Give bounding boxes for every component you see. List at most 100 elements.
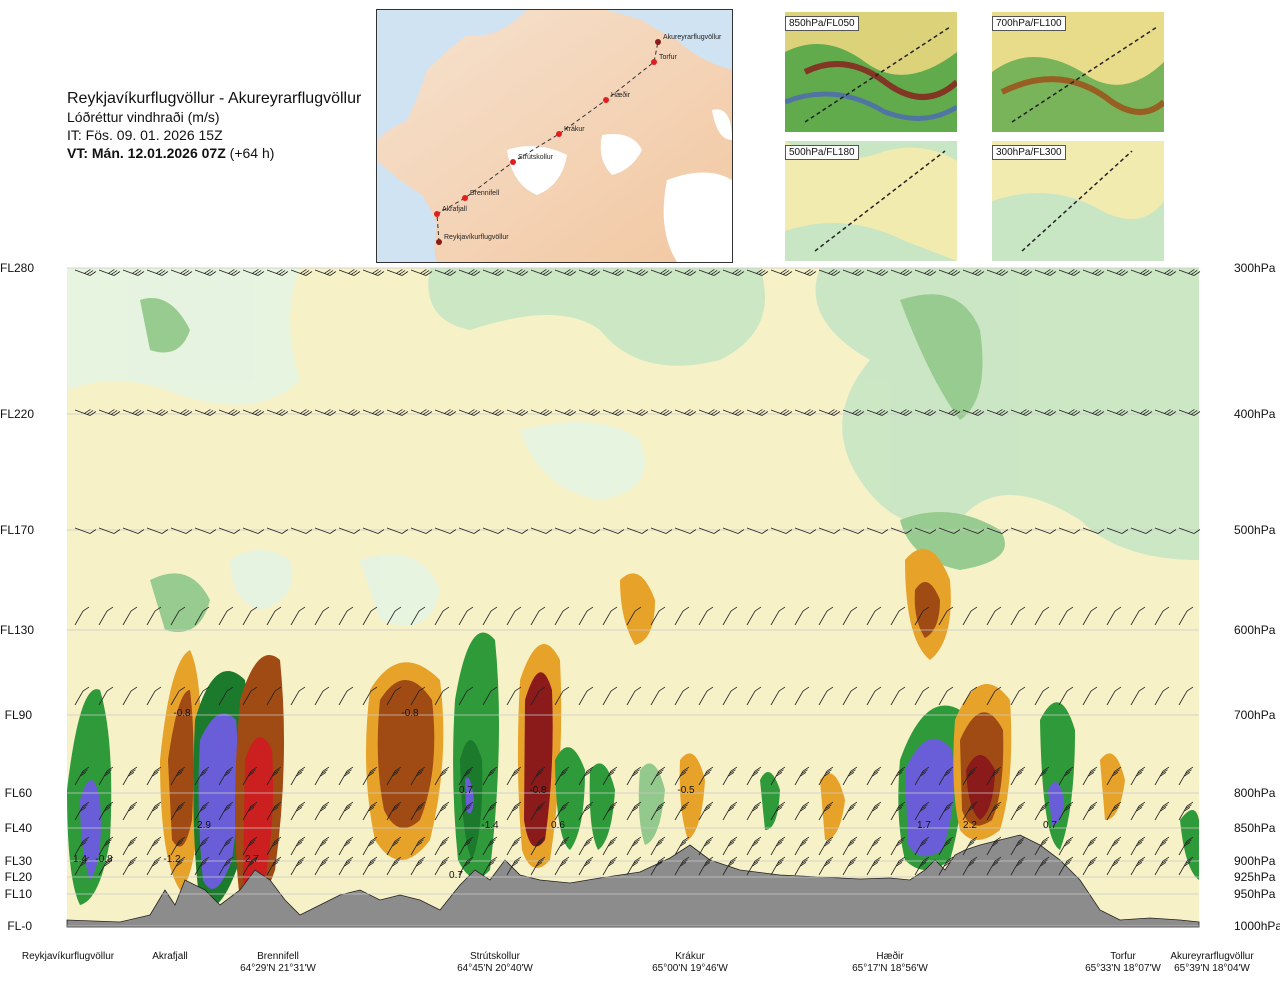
wind-barb [194, 766, 210, 786]
wind-barb [818, 856, 834, 876]
wind-barb [458, 409, 481, 416]
wind-barb [866, 856, 882, 876]
wind-barb [890, 409, 913, 416]
wind-barb [1154, 269, 1177, 276]
wind-barb [650, 801, 666, 821]
wind-barb [146, 836, 162, 856]
fl-tick-label: FL30 [4, 854, 32, 868]
wind-barb [842, 686, 858, 706]
wind-barb [650, 527, 673, 534]
wind-barb [1130, 836, 1146, 856]
wind-barb [1082, 686, 1098, 706]
hpa-tick-label: 950hPa [1234, 887, 1276, 901]
init-time: IT: Fös. 09. 01. 2026 15Z [67, 127, 223, 143]
wind-barb [1106, 836, 1122, 856]
wind-barb [98, 856, 114, 876]
wind-barb [242, 836, 258, 856]
route-title: Reykjavíkurflugvöllur - Akureyrarflugvöl… [67, 90, 362, 107]
wind-barb [1082, 606, 1098, 626]
wind-barb [986, 766, 1002, 786]
wind-barb [362, 606, 378, 626]
value-label: 0.7 [1043, 820, 1057, 831]
wind-barb [530, 527, 553, 534]
wind-barb [1058, 269, 1081, 276]
value-label: -0.5 [677, 785, 695, 796]
wind-barb [938, 856, 954, 876]
wind-barb [1130, 766, 1146, 786]
wind-barb [770, 686, 786, 706]
wind-barb [1082, 836, 1098, 856]
wind-barb [866, 409, 889, 416]
wind-barb [554, 801, 570, 821]
wind-barb [482, 686, 498, 706]
wind-barb [578, 836, 594, 856]
wind-barb [362, 527, 385, 534]
wind-barb [1010, 527, 1033, 534]
wind-barb [746, 409, 769, 416]
wind-barb [650, 686, 666, 706]
wind-barb [554, 527, 577, 534]
wind-barb [1130, 856, 1146, 876]
wind-barb [986, 856, 1002, 876]
wind-barb [458, 801, 474, 821]
hpa-tick-label: 850hPa [1234, 821, 1276, 835]
wind-barb [482, 766, 498, 786]
variable-label: Lóðréttur vindhraði (m/s) [67, 109, 220, 125]
wind-barb [914, 836, 930, 856]
value-label: 2.7 [245, 854, 259, 865]
hpa-tick-label: 900hPa [1234, 854, 1276, 868]
value-labels: 1.4 -0.8 -1.2 -0.8 2.9 2.7 -0.8 0.7 -1.4 -0.8 0.6 0… [73, 708, 1057, 881]
wind-barb [122, 409, 145, 416]
wind-barb [386, 409, 409, 416]
waypoint-marker [556, 131, 562, 137]
wind-barb [146, 527, 169, 534]
wind-barb [74, 269, 97, 276]
wind-barb [962, 766, 978, 786]
wind-barb [962, 686, 978, 706]
wind-barb [1154, 856, 1170, 876]
location-name: Akrafjall [152, 951, 188, 962]
wind-barb [794, 527, 817, 534]
wind-barb [434, 836, 450, 856]
wind-barb [98, 686, 114, 706]
wind-barb [698, 836, 714, 856]
wind-barb [290, 766, 306, 786]
wind-barb [218, 766, 234, 786]
wind-barb [1154, 686, 1170, 706]
wind-barb [602, 766, 618, 786]
wind-barb [1034, 686, 1050, 706]
wind-barb [866, 269, 889, 276]
wind-barb [1178, 801, 1194, 821]
wind-barb [626, 409, 649, 416]
wind-barb [218, 269, 241, 276]
wind-barb [386, 686, 402, 706]
wind-barb [362, 269, 385, 276]
wind-barb [1034, 836, 1050, 856]
location-label: Akrafjall [152, 951, 188, 963]
wind-barb [170, 269, 193, 276]
wind-barb [938, 836, 954, 856]
wind-barb [386, 269, 409, 276]
wind-barb [986, 836, 1002, 856]
wind-barb [410, 856, 426, 876]
wind-barb [146, 409, 169, 416]
wind-barb [1106, 269, 1129, 276]
wind-barb [1034, 527, 1057, 534]
wind-barb [146, 856, 162, 876]
wind-barb [842, 801, 858, 821]
wind-barb [650, 766, 666, 786]
waypoint-marker [603, 97, 609, 103]
wind-barb [746, 801, 762, 821]
wind-barb [842, 836, 858, 856]
location-name: Torfur [1110, 951, 1136, 962]
wind-barb [338, 606, 354, 626]
wind-barb [698, 686, 714, 706]
wind-barb [314, 686, 330, 706]
wind-barb [122, 836, 138, 856]
waypoint-label: Krákur [564, 126, 585, 133]
wind-barb [698, 801, 714, 821]
wind-barb [962, 409, 985, 416]
fl-tick-label: FL40 [4, 821, 32, 835]
wind-barb [1178, 409, 1201, 416]
